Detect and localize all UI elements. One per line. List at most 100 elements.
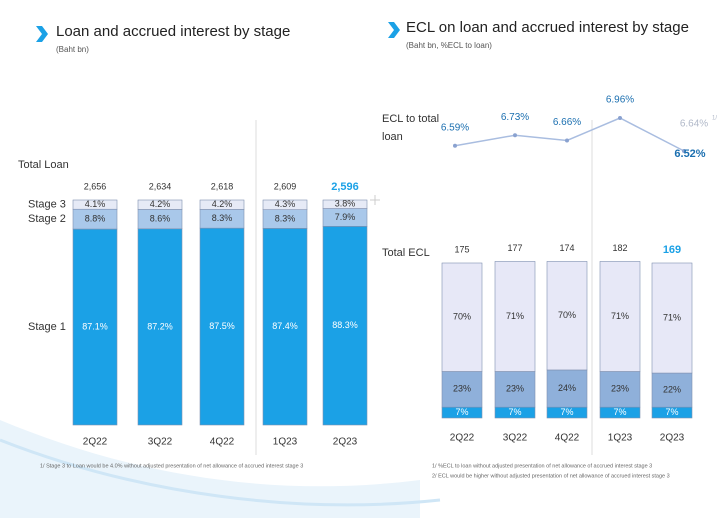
bar-segment (651, 372, 693, 408)
bar-segment (322, 226, 368, 426)
x-tick-label: 1Q23 (273, 437, 298, 448)
chart-title: ECL on loan and accrued interest by stag… (406, 19, 689, 36)
total-label: 177 (507, 243, 522, 253)
bar-segment (137, 199, 183, 210)
x-tick-label: 2Q22 (83, 437, 108, 448)
data-label: 7% (560, 407, 573, 417)
data-label: 22% (663, 384, 681, 394)
data-label: 24% (558, 383, 576, 393)
data-label: 8.3% (212, 213, 233, 223)
bar-segment (441, 371, 483, 408)
totals-label: Total Loan (18, 159, 69, 171)
line-point (618, 116, 622, 120)
total-label: 169 (663, 244, 681, 256)
data-label: 7.9% (335, 212, 356, 222)
x-tick-label: 2Q23 (660, 433, 685, 444)
x-tick-label: 2Q22 (450, 433, 475, 444)
data-label: 6.59% (441, 122, 469, 133)
data-label: 88.3% (332, 320, 358, 330)
chart-subtitle: (Baht bn) (56, 45, 89, 54)
data-label: 6.66% (553, 117, 581, 128)
x-tick-label: 1Q23 (608, 433, 633, 444)
bar-segment (599, 371, 641, 408)
bar-segment (494, 371, 536, 408)
bar-segment (599, 261, 641, 372)
data-label: 4.2% (150, 199, 171, 209)
data-label: 71% (663, 312, 681, 322)
data-label: 6.52% (674, 148, 705, 160)
data-label: 4.3% (275, 199, 296, 209)
line-point (453, 143, 457, 148)
bar-segment (441, 262, 483, 372)
bar-segment (72, 199, 118, 210)
line-label: ECL to total loan (382, 113, 440, 143)
bar-segment (137, 228, 183, 426)
data-label: 87.1% (82, 321, 108, 331)
bar-segment (546, 369, 588, 408)
footnote: 1/ Stage 3 to Loan would be 4.0% without… (40, 463, 303, 469)
totals-label: Total ECL (382, 247, 430, 259)
line-point (682, 149, 686, 153)
chart-subtitle: (Baht bn, %ECL to loan) (406, 41, 492, 50)
data-label: 4.1% (85, 199, 106, 209)
total-label: 174 (559, 243, 574, 253)
data-label: 70% (558, 310, 576, 320)
total-label: 2,618 (211, 181, 234, 191)
bar-segment (199, 199, 245, 210)
data-label: 6.96% (606, 95, 634, 106)
data-label: 7% (508, 407, 521, 417)
data-label: 4.2% (212, 199, 233, 209)
total-label: 175 (454, 244, 469, 254)
bar-segment (494, 261, 536, 372)
x-tick-label: 4Q22 (210, 437, 235, 448)
x-tick-label: 3Q22 (503, 433, 528, 444)
line-point (513, 133, 517, 138)
data-label: 3.8% (335, 199, 356, 209)
x-tick-label: 3Q22 (148, 437, 173, 448)
data-label: 70% (453, 312, 471, 322)
total-label: 2,634 (149, 181, 172, 191)
data-label: 7% (455, 407, 468, 417)
data-label: 7% (613, 407, 626, 417)
data-label: 87.4% (272, 321, 298, 331)
line-point (565, 138, 569, 143)
data-label: 23% (611, 384, 629, 394)
bar-segment (262, 228, 308, 426)
legend-label: Stage 1 (28, 321, 66, 333)
title-chevron (388, 22, 400, 38)
bar-segment (199, 227, 245, 426)
annotation: 6.64% (680, 119, 708, 130)
x-tick-label: 4Q22 (555, 433, 580, 444)
footnote: 1/ %ECL to loan without adjusted present… (432, 463, 652, 469)
footnote: 2/ ECL would be higher without adjusted … (432, 473, 670, 479)
bar-segment (72, 228, 118, 426)
chart-title: Loan and accrued interest by stage (56, 23, 290, 40)
legend-label: Stage 3 (28, 199, 66, 211)
data-label: 87.5% (209, 321, 235, 331)
x-tick-label: 2Q23 (333, 437, 358, 448)
data-label: 23% (506, 384, 524, 394)
bar-segment (546, 261, 588, 371)
data-label: 23% (453, 384, 471, 394)
data-label: 87.2% (147, 321, 173, 331)
data-label: 8.3% (275, 213, 296, 223)
data-label: 7% (665, 407, 678, 417)
data-label: 71% (611, 311, 629, 321)
total-label: 2,609 (274, 181, 297, 191)
data-label: 8.6% (150, 214, 171, 224)
bar-segment (322, 199, 368, 209)
total-label: 2,656 (84, 181, 107, 191)
data-label: 8.8% (85, 214, 106, 224)
decor-swoosh-line (0, 438, 441, 507)
data-label: 6.73% (501, 112, 529, 123)
bar-segment (262, 199, 308, 210)
annotation-note: 1/ (712, 116, 717, 122)
decor-swoosh (0, 420, 420, 518)
bar-segment (651, 262, 693, 374)
data-label: 71% (506, 311, 524, 321)
legend-label: Stage 2 (28, 213, 66, 225)
title-chevron (36, 26, 48, 42)
notes: 1/ Stage 3 to Loan would be 4.0% without… (40, 463, 670, 479)
